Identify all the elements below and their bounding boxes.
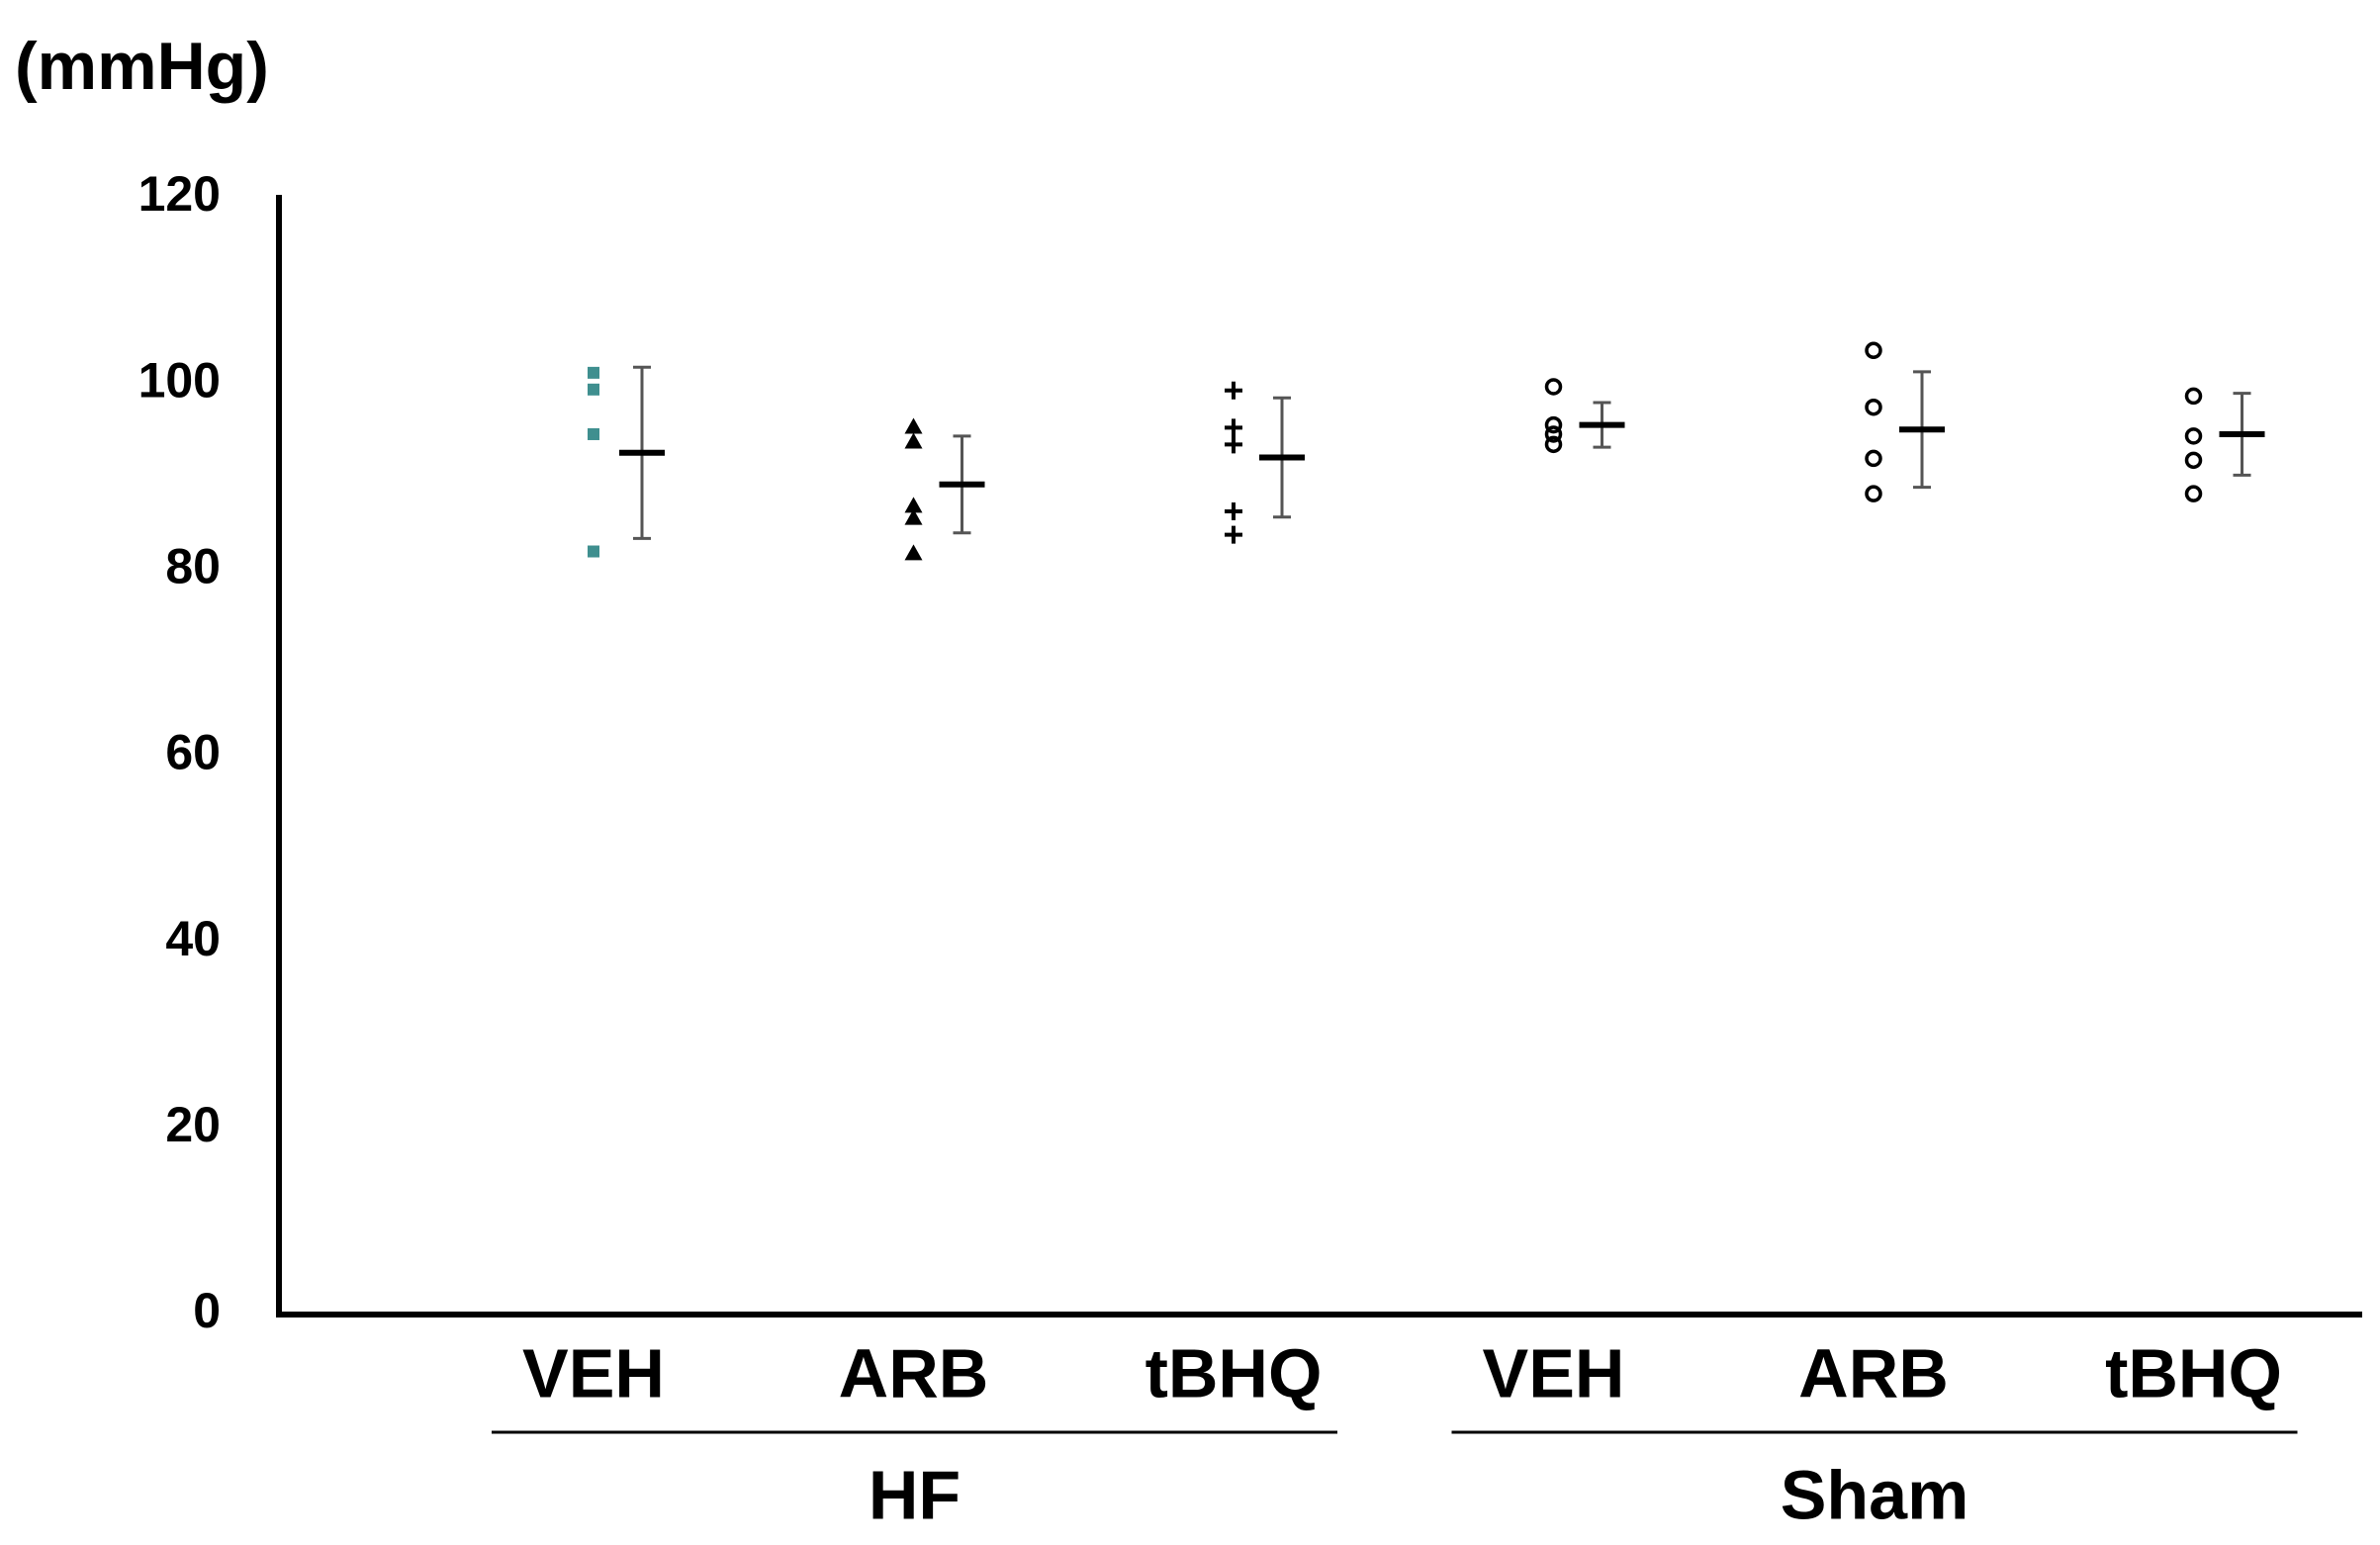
data-point	[1865, 341, 1882, 360]
data-point	[1225, 525, 1242, 544]
data-point	[1544, 435, 1563, 454]
group-label: Sham	[1781, 1456, 1969, 1533]
data-point	[1544, 425, 1563, 443]
y-tick-label: 80	[165, 539, 221, 594]
data-point	[904, 497, 923, 513]
y-tick-label: 40	[165, 911, 221, 966]
group-label: HF	[869, 1456, 961, 1533]
x-tick-label: ARB	[1798, 1334, 1949, 1411]
data-point	[904, 417, 923, 434]
data-point	[588, 366, 599, 379]
y-tick-label: 20	[165, 1097, 221, 1152]
x-tick-label: VEH	[1483, 1334, 1625, 1411]
data-point	[1225, 418, 1242, 437]
x-tick-label: tBHQ	[1145, 1334, 1323, 1411]
data-point	[588, 427, 599, 440]
data-point	[1544, 415, 1563, 434]
data-point	[1865, 398, 1882, 416]
y-axis-label: (mmHg)	[15, 29, 269, 104]
data-point	[588, 545, 599, 558]
data-point	[1225, 381, 1242, 400]
data-point	[1865, 449, 1882, 468]
x-tick-label: VEH	[522, 1334, 665, 1411]
y-tick-label: 120	[138, 166, 221, 222]
data-point	[1544, 378, 1563, 396]
data-point	[1225, 435, 1242, 454]
data-point	[588, 383, 599, 396]
data-point	[2184, 387, 2203, 406]
data-point	[2184, 451, 2203, 470]
y-tick-label: 100	[138, 352, 221, 408]
data-point	[1225, 502, 1242, 521]
data-point	[904, 432, 923, 449]
data-point	[904, 508, 923, 525]
y-tick-label: 60	[165, 725, 221, 780]
x-tick-label: ARB	[839, 1334, 989, 1411]
data-point	[1865, 485, 1882, 502]
data-point	[2184, 485, 2203, 502]
x-tick-label: tBHQ	[2105, 1334, 2282, 1411]
data-point	[2184, 427, 2203, 445]
data-point	[904, 544, 923, 561]
y-tick-label: 0	[193, 1283, 221, 1338]
